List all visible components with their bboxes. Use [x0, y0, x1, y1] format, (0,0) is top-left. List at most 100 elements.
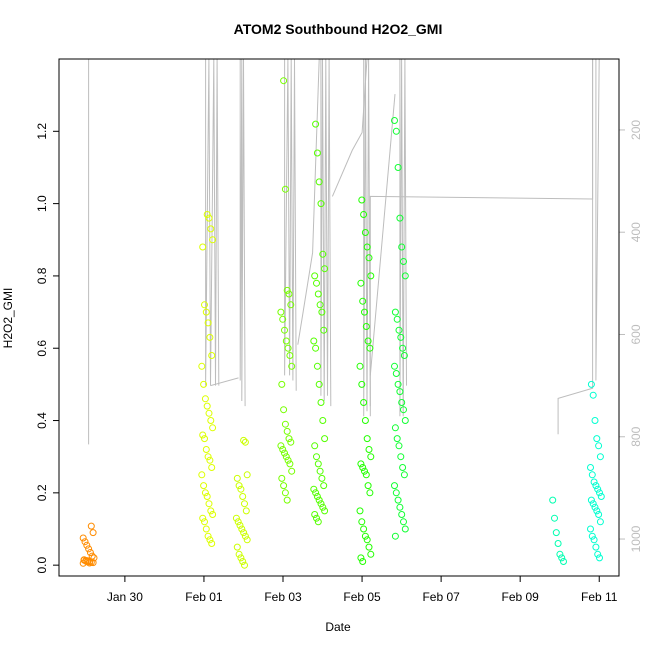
data-point — [359, 464, 367, 471]
data-point — [363, 536, 371, 544]
data-point — [236, 521, 244, 529]
data-point — [86, 559, 93, 567]
data-point — [398, 399, 406, 406]
pressure-line-4 — [284, 58, 297, 391]
data-point — [593, 435, 601, 443]
data-point — [319, 417, 327, 424]
data-point — [359, 297, 367, 305]
data-point — [85, 545, 93, 553]
data-point — [282, 453, 290, 461]
data-point — [595, 442, 603, 450]
data-point — [315, 496, 323, 504]
data-point — [588, 471, 596, 479]
y-tick-label: 1.2 — [35, 123, 49, 140]
data-point — [394, 164, 402, 171]
data-point — [400, 518, 407, 526]
data-point — [594, 550, 602, 558]
data-point — [588, 532, 596, 540]
data-point — [399, 464, 407, 471]
data-point — [86, 549, 94, 556]
pressure-line-3 — [239, 58, 246, 407]
data-point — [319, 250, 327, 258]
data-point — [209, 511, 217, 518]
data-point — [282, 337, 290, 345]
data-point — [391, 482, 398, 490]
data-point — [392, 489, 400, 497]
data-point — [358, 196, 366, 204]
data-point — [360, 525, 368, 533]
data-point — [313, 453, 320, 461]
data-point — [241, 500, 248, 508]
data-point — [232, 514, 240, 522]
data-point — [587, 496, 595, 504]
data-point — [360, 399, 368, 406]
data-point — [310, 485, 318, 493]
data-point — [362, 471, 370, 479]
y2-tick-label: 600 — [629, 324, 643, 344]
data-point — [361, 417, 369, 424]
x-tick-label: Feb 01 — [185, 590, 223, 604]
data-point — [398, 511, 406, 518]
data-point — [204, 453, 212, 461]
data-point — [396, 388, 404, 396]
data-point — [356, 507, 364, 515]
data-point — [284, 344, 292, 352]
data-point — [315, 380, 323, 388]
data-point — [203, 402, 211, 410]
data-point — [203, 493, 211, 500]
y2-tick-label: 1000 — [629, 525, 643, 552]
data-point — [233, 543, 241, 551]
x-tick-label: Feb 07 — [422, 590, 460, 604]
data-points-layer — [79, 77, 605, 569]
data-point — [362, 323, 370, 330]
pressure-line-8 — [363, 58, 371, 417]
data-point — [400, 406, 407, 414]
data-point — [311, 511, 319, 518]
pressure-line-7 — [331, 58, 368, 197]
data-point — [397, 453, 405, 461]
data-point — [594, 485, 602, 493]
data-point — [358, 518, 366, 526]
data-point — [360, 211, 368, 218]
data-point — [201, 489, 209, 497]
data-point — [280, 482, 288, 490]
data-point — [312, 120, 320, 128]
data-point — [235, 482, 243, 490]
y-axis-label: H2O2_GMI — [1, 288, 15, 349]
data-point — [281, 326, 288, 334]
x-tick-label: Feb 09 — [501, 590, 539, 604]
data-point — [320, 482, 328, 490]
data-point — [206, 456, 214, 464]
data-point — [401, 525, 409, 533]
data-point — [589, 500, 597, 508]
data-point — [314, 518, 322, 526]
data-point — [280, 406, 288, 414]
data-point — [363, 435, 371, 443]
data-point — [207, 225, 215, 233]
data-point — [288, 362, 296, 370]
data-point — [400, 258, 407, 265]
data-point — [391, 532, 399, 540]
x-tick-label: Feb 05 — [343, 590, 381, 604]
y-tick-label: 0.6 — [35, 340, 49, 357]
data-point — [589, 391, 597, 399]
data-point — [401, 417, 409, 424]
data-point — [285, 290, 293, 298]
data-point — [279, 446, 287, 453]
data-point — [590, 536, 598, 544]
data-point — [363, 243, 371, 251]
data-point — [592, 543, 600, 551]
data-point — [206, 333, 214, 341]
data-point — [596, 453, 604, 461]
data-point — [79, 534, 87, 542]
data-point — [552, 529, 560, 537]
data-point — [398, 243, 406, 251]
data-point — [356, 362, 364, 370]
pressure-line-2 — [210, 377, 239, 387]
data-point — [312, 489, 320, 497]
data-point — [313, 493, 321, 500]
data-point — [399, 344, 407, 352]
data-point — [287, 438, 295, 446]
y-tick-label: 1.0 — [35, 195, 49, 212]
data-point — [241, 561, 248, 569]
